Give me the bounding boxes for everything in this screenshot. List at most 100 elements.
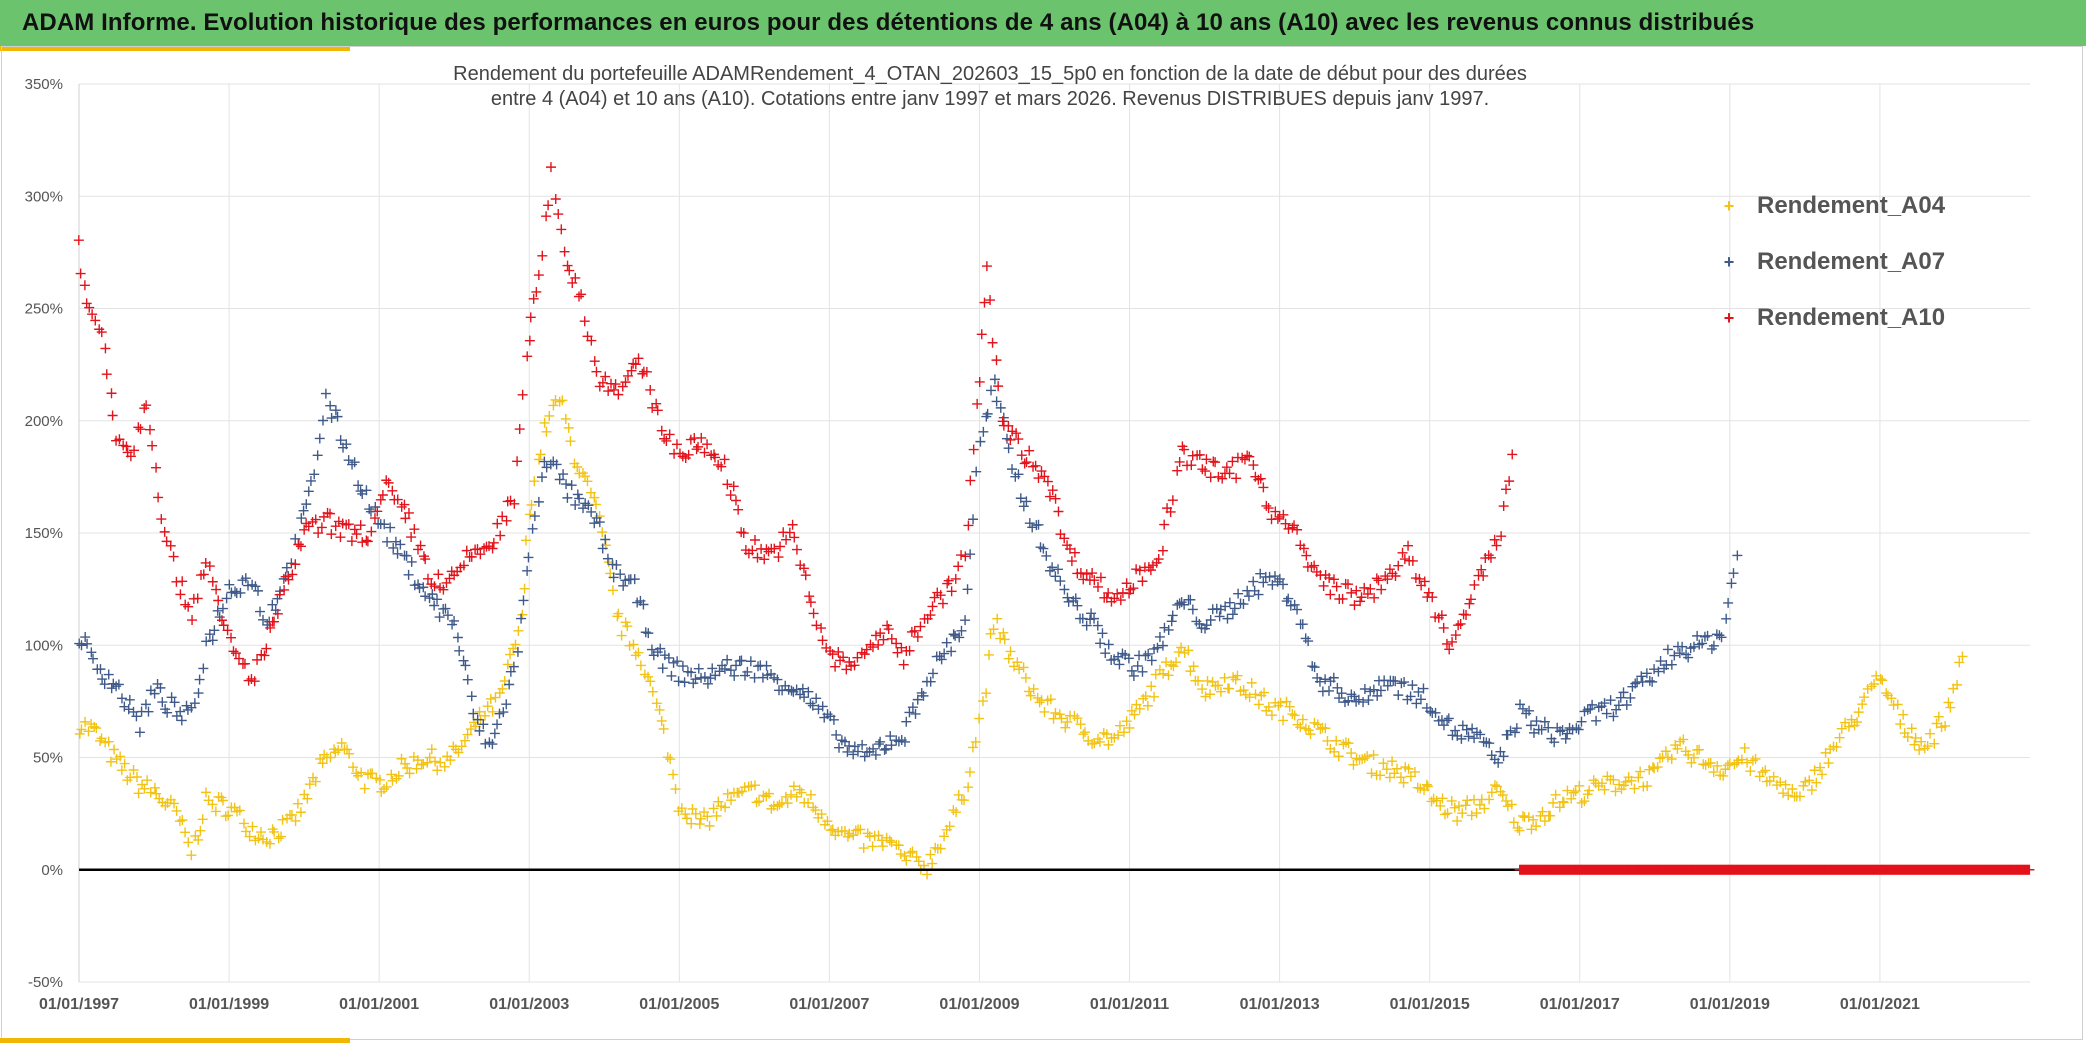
data-point-a10 — [1134, 565, 1145, 576]
data-point-a04 — [1698, 759, 1709, 770]
data-point-a04 — [1486, 787, 1497, 798]
data-point-a10 — [357, 537, 368, 548]
data-point-a07 — [1255, 568, 1266, 579]
data-point-a10 — [372, 506, 383, 517]
data-point-a07 — [594, 517, 605, 528]
data-point-a10 — [1157, 545, 1168, 556]
data-point-a07 — [353, 480, 364, 491]
data-point-a07 — [1732, 550, 1743, 561]
data-point-a07 — [501, 699, 512, 710]
data-point-a07 — [253, 585, 264, 596]
data-point-a04 — [1193, 675, 1204, 686]
data-point-a10 — [683, 449, 694, 460]
data-point-a10 — [904, 645, 915, 656]
data-point-a04 — [1517, 810, 1528, 821]
x-tick-label: 01/01/2021 — [1840, 996, 1920, 1013]
data-point-a07 — [1015, 493, 1026, 504]
data-point-a04 — [1039, 706, 1050, 717]
data-point-a04 — [1811, 777, 1822, 788]
data-point-a10 — [1024, 445, 1035, 456]
data-point-a07 — [1571, 723, 1582, 734]
data-point-a04 — [589, 492, 600, 503]
data-point-a10 — [637, 368, 648, 379]
data-point-a10 — [1075, 567, 1086, 578]
data-point-a10 — [693, 441, 704, 452]
data-point-a10 — [1478, 570, 1489, 581]
data-point-a04 — [1183, 645, 1194, 656]
data-point-a04 — [91, 723, 102, 734]
data-point-a04 — [1142, 700, 1153, 711]
data-point-a04 — [720, 802, 731, 813]
data-point-a10 — [458, 560, 469, 571]
data-point-a10 — [1121, 578, 1132, 589]
data-point-a04 — [1678, 734, 1689, 745]
data-point-a04 — [548, 400, 559, 411]
data-point-a04 — [930, 842, 941, 853]
data-point-a04 — [109, 744, 120, 755]
data-point-a07 — [899, 736, 910, 747]
data-point-a10 — [1053, 506, 1064, 517]
data-point-a07 — [991, 396, 1002, 407]
data-point-a04 — [1050, 708, 1061, 719]
data-point-a07 — [640, 627, 651, 638]
data-point-a07 — [583, 500, 594, 511]
data-point-a07 — [722, 654, 733, 665]
data-point-a04 — [612, 611, 623, 622]
data-point-a04 — [844, 828, 855, 839]
data-point-a04 — [1375, 770, 1386, 781]
data-point-a10 — [161, 536, 172, 547]
data-point-a04 — [1834, 732, 1845, 743]
data-point-a07 — [1201, 620, 1212, 631]
data-point-a07 — [243, 580, 253, 591]
data-point-a04 — [633, 647, 644, 658]
data-point-a10 — [392, 494, 403, 505]
data-point-a07 — [1510, 727, 1521, 738]
data-point-a04 — [1118, 727, 1129, 738]
data-point-a07 — [1167, 610, 1178, 621]
data-point-a04 — [1501, 795, 1512, 806]
data-point-a07 — [693, 663, 704, 674]
data-point-a04 — [1129, 709, 1140, 720]
data-point-a07 — [849, 741, 860, 752]
data-point-a04 — [726, 795, 737, 806]
data-point-a04 — [708, 803, 719, 814]
data-point-a10 — [1298, 543, 1309, 554]
data-point-a07 — [1038, 543, 1049, 554]
legend-item-a07: + Rendement_A07 — [1715, 234, 2015, 290]
data-point-a04 — [1381, 764, 1392, 775]
data-point-a07 — [1307, 661, 1318, 672]
data-point-a10 — [909, 625, 920, 636]
data-point-a07 — [868, 743, 879, 754]
data-point-a10 — [1237, 452, 1248, 463]
data-point-a07 — [533, 496, 544, 507]
data-point-a04 — [827, 824, 838, 835]
data-point-a07 — [1382, 680, 1393, 691]
data-point-a10 — [274, 589, 285, 600]
data-point-a10 — [351, 529, 362, 540]
data-point-a07 — [611, 559, 622, 570]
data-point-a07 — [230, 586, 241, 597]
data-point-a07 — [1666, 659, 1677, 670]
data-point-a07 — [807, 700, 818, 711]
data-point-a10 — [579, 316, 590, 327]
data-point-a10 — [541, 211, 552, 222]
data-point-a10 — [752, 552, 763, 563]
data-point-a10 — [622, 370, 633, 381]
data-point-a04 — [115, 751, 126, 762]
data-point-a07 — [298, 505, 309, 516]
data-point-a10 — [1371, 573, 1382, 584]
data-point-a04 — [201, 787, 212, 798]
data-point-a07 — [193, 688, 204, 699]
data-point-a07 — [1086, 608, 1097, 619]
data-point-a10 — [953, 561, 964, 572]
data-point-a07 — [1021, 496, 1032, 507]
data-point-a07 — [719, 663, 730, 674]
data-point-a10 — [87, 309, 98, 320]
data-point-a07 — [1714, 630, 1725, 641]
data-point-a10 — [709, 452, 720, 463]
data-point-a07 — [986, 385, 997, 396]
data-point-a04 — [1213, 680, 1224, 691]
data-point-a04 — [1387, 756, 1398, 767]
data-point-a04 — [1062, 716, 1073, 727]
data-point-a04 — [1902, 731, 1913, 742]
